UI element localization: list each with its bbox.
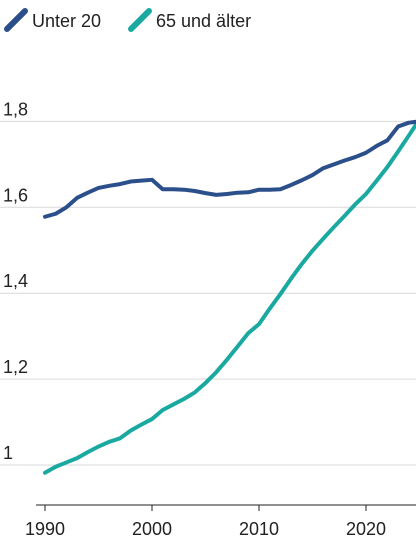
y-tick-label-2: 1,4 [3, 271, 28, 291]
y-tick-label-1: 1,2 [3, 357, 28, 377]
legend-label-under-20: Unter 20 [32, 11, 101, 31]
legend-item-65-and-older[interactable]: 65 und älter [128, 8, 251, 32]
series-line-under-20 [43, 119, 416, 219]
legend-swatch-65-and-older [128, 8, 152, 32]
legend-item-under-20[interactable]: Unter 20 [4, 8, 101, 32]
x-tick-label-2: 2010 [239, 519, 279, 539]
x-axis: 1990 2000 2010 2020 [25, 504, 416, 539]
series-layer [43, 119, 416, 475]
legend-label-65-and-older: 65 und älter [156, 11, 251, 31]
y-tick-label-4: 1,8 [3, 99, 28, 119]
x-tick-label-3: 2020 [346, 519, 386, 539]
series-line-65-and-older [43, 120, 416, 475]
y-tick-label-0: 1 [3, 443, 13, 463]
x-tick-label-0: 1990 [25, 519, 65, 539]
legend: Unter 20 65 und älter [4, 8, 251, 32]
y-axis: 1 1,2 1,4 1,6 1,8 [3, 99, 28, 463]
gridlines [0, 120, 416, 466]
x-tick-label-1: 2000 [132, 519, 172, 539]
legend-swatch-under-20 [4, 8, 28, 32]
y-tick-label-3: 1,6 [3, 185, 28, 205]
